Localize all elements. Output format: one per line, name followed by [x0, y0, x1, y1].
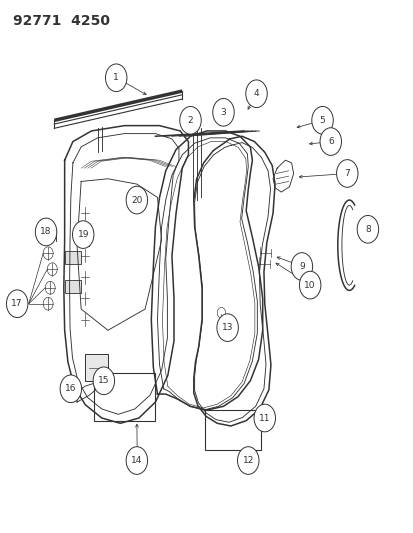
Bar: [204, 410, 260, 450]
Text: 4: 4: [253, 89, 259, 98]
Circle shape: [105, 64, 127, 92]
Circle shape: [319, 128, 341, 156]
Text: 8: 8: [364, 225, 370, 234]
Circle shape: [245, 80, 267, 108]
Text: 17: 17: [12, 299, 23, 308]
Bar: [64, 280, 81, 293]
Bar: [93, 373, 155, 421]
Text: 1: 1: [113, 73, 119, 82]
Circle shape: [126, 447, 147, 474]
Bar: [64, 251, 81, 264]
Circle shape: [356, 215, 378, 243]
Bar: [85, 354, 108, 381]
Circle shape: [93, 367, 114, 394]
Text: 5: 5: [319, 116, 325, 125]
Text: 16: 16: [65, 384, 76, 393]
Circle shape: [299, 271, 320, 299]
Text: 20: 20: [131, 196, 142, 205]
Text: 7: 7: [344, 169, 349, 178]
Text: 14: 14: [131, 456, 142, 465]
Circle shape: [35, 218, 57, 246]
Circle shape: [212, 99, 234, 126]
Circle shape: [237, 447, 259, 474]
Text: 11: 11: [259, 414, 270, 423]
Text: 92771  4250: 92771 4250: [13, 14, 110, 28]
Circle shape: [290, 253, 312, 280]
Text: 15: 15: [98, 376, 109, 385]
Circle shape: [126, 186, 147, 214]
Text: 19: 19: [77, 230, 89, 239]
Text: 3: 3: [220, 108, 226, 117]
Text: 13: 13: [221, 323, 233, 332]
Text: 6: 6: [327, 137, 333, 146]
Circle shape: [72, 221, 94, 248]
Circle shape: [311, 107, 332, 134]
Text: 9: 9: [298, 262, 304, 271]
Circle shape: [336, 160, 357, 187]
Text: 12: 12: [242, 456, 253, 465]
Text: 18: 18: [40, 228, 52, 237]
Text: 2: 2: [187, 116, 193, 125]
Circle shape: [60, 375, 81, 402]
Circle shape: [179, 107, 201, 134]
Circle shape: [254, 404, 275, 432]
Circle shape: [7, 290, 28, 318]
Circle shape: [216, 314, 238, 342]
Text: 10: 10: [304, 280, 315, 289]
